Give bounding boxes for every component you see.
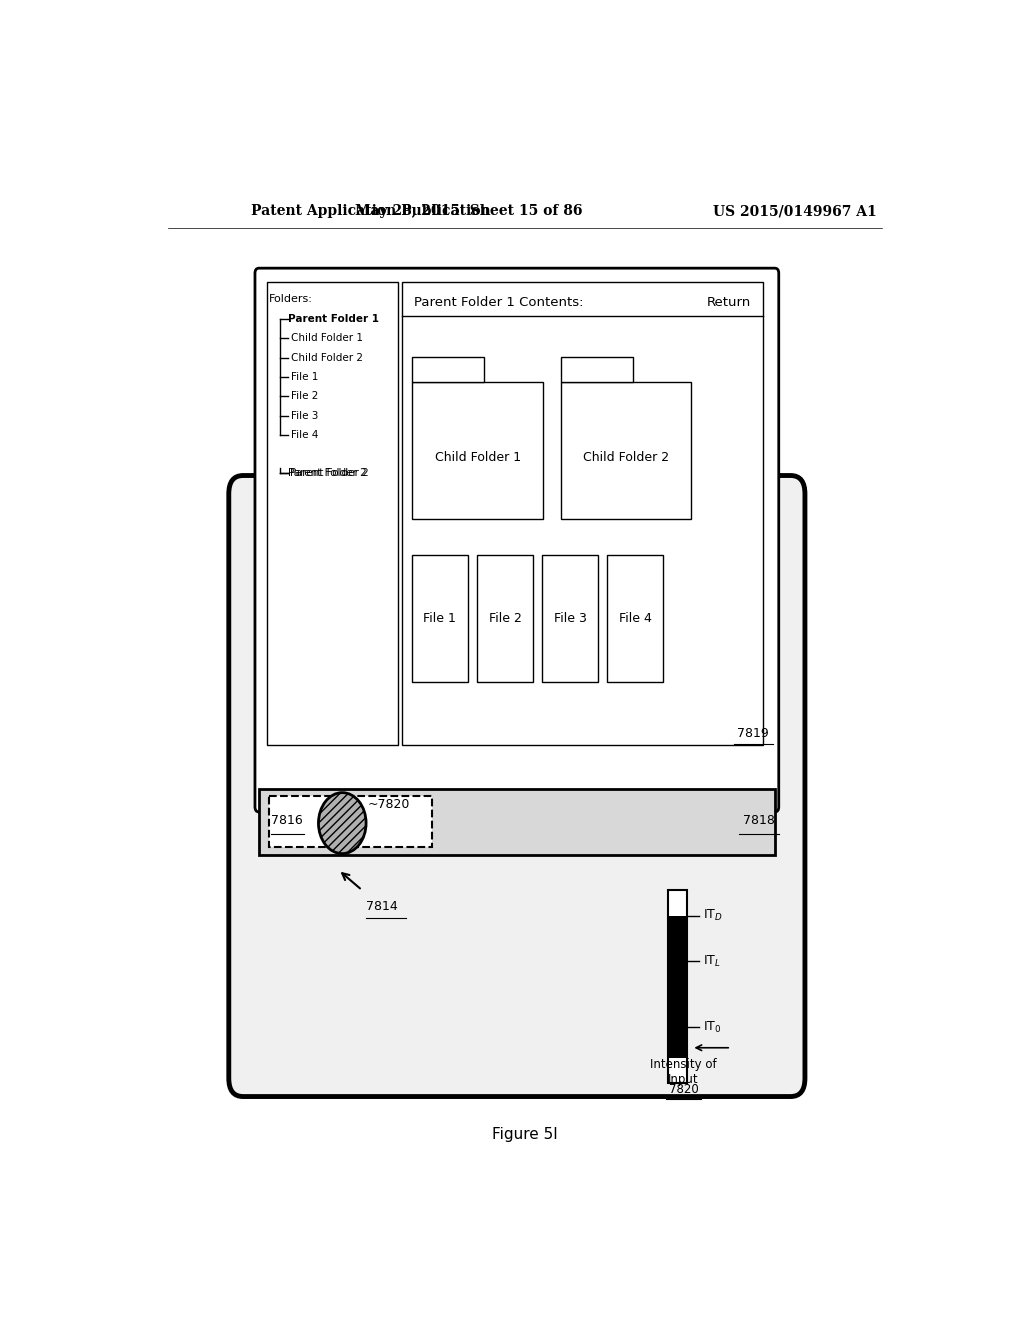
Text: Return: Return bbox=[707, 296, 751, 309]
Text: 7819: 7819 bbox=[737, 727, 769, 741]
Bar bbox=[412, 381, 543, 519]
Text: IT$_D$: IT$_D$ bbox=[703, 908, 723, 923]
Text: File 4: File 4 bbox=[618, 612, 651, 624]
Text: Child Folder 1: Child Folder 1 bbox=[292, 334, 364, 343]
FancyBboxPatch shape bbox=[228, 475, 805, 1097]
Bar bbox=[267, 282, 397, 744]
Bar bbox=[412, 554, 468, 682]
Text: File 3: File 3 bbox=[292, 411, 318, 421]
Bar bbox=[607, 554, 663, 682]
Text: File 2: File 2 bbox=[292, 391, 318, 401]
Bar bbox=[560, 356, 633, 381]
Bar bbox=[259, 788, 775, 854]
Circle shape bbox=[318, 792, 367, 854]
Text: IT$_0$: IT$_0$ bbox=[703, 1020, 722, 1035]
Text: File 3: File 3 bbox=[554, 612, 587, 624]
Text: May 28, 2015  Sheet 15 of 86: May 28, 2015 Sheet 15 of 86 bbox=[355, 205, 583, 218]
Text: IT$_L$: IT$_L$ bbox=[703, 954, 721, 969]
Text: Parent Folder 2: Parent Folder 2 bbox=[290, 469, 369, 478]
Text: 7820: 7820 bbox=[669, 1084, 698, 1097]
Bar bbox=[477, 554, 532, 682]
Text: File 1: File 1 bbox=[292, 372, 318, 381]
Bar bbox=[401, 282, 763, 744]
Text: ~7820: ~7820 bbox=[368, 799, 410, 812]
Text: Child Folder 1: Child Folder 1 bbox=[434, 451, 520, 463]
Text: 7818: 7818 bbox=[743, 813, 775, 826]
Text: Parent Folder 1: Parent Folder 1 bbox=[289, 314, 379, 323]
Text: Folders:: Folders: bbox=[268, 293, 312, 304]
Text: Figure 5I: Figure 5I bbox=[492, 1127, 558, 1142]
Text: 7814: 7814 bbox=[367, 900, 398, 913]
Text: File 1: File 1 bbox=[424, 612, 457, 624]
Text: Patent Application Publication: Patent Application Publication bbox=[251, 205, 490, 218]
Bar bbox=[543, 554, 598, 682]
Bar bbox=[269, 796, 432, 846]
Text: Child Folder 2: Child Folder 2 bbox=[292, 352, 364, 363]
Text: US 2015/0149967 A1: US 2015/0149967 A1 bbox=[713, 205, 877, 218]
Text: Intensity of
Input: Intensity of Input bbox=[650, 1057, 717, 1086]
Text: File 2: File 2 bbox=[488, 612, 521, 624]
Text: File 4: File 4 bbox=[292, 430, 318, 440]
Text: 7816: 7816 bbox=[270, 813, 303, 826]
Text: Child Folder 2: Child Folder 2 bbox=[583, 451, 669, 463]
Bar bbox=[412, 356, 484, 381]
Bar bbox=[668, 890, 687, 1084]
FancyBboxPatch shape bbox=[255, 268, 779, 812]
Text: Parent Folder 2: Parent Folder 2 bbox=[289, 469, 367, 478]
Text: Parent Folder 1 Contents:: Parent Folder 1 Contents: bbox=[414, 296, 584, 309]
Bar bbox=[560, 381, 691, 519]
Bar bbox=[668, 916, 687, 1057]
